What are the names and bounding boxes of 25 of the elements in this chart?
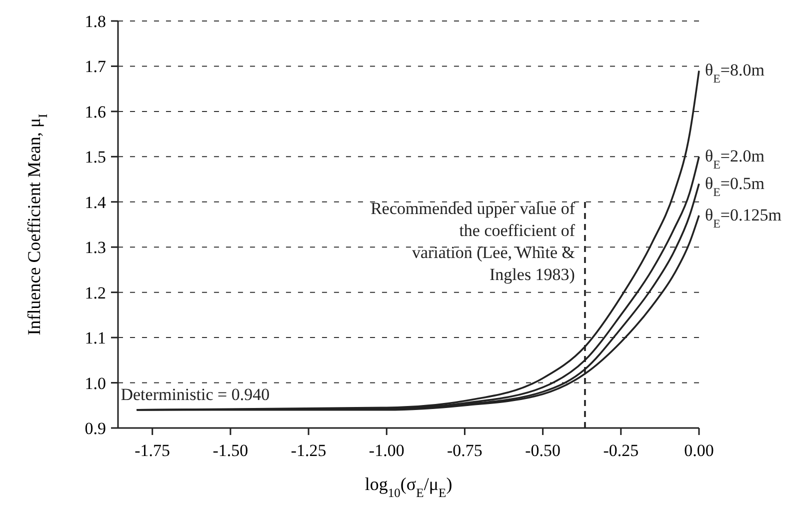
series-label: θ$_{E}$=0.5m <box>705 174 764 199</box>
x-tick-label: -1.25 <box>290 441 326 460</box>
x-tick-label: -1.75 <box>134 441 170 460</box>
y-tick-label: 1.2 <box>84 283 106 302</box>
series-label: θ$_{E}$=2.0m <box>705 146 764 172</box>
x-tick-label: -0.50 <box>525 441 561 460</box>
annotation: Deterministic = 0.940 <box>120 384 270 404</box>
ref-line-label: Recommended upper value of the coefficient of variation (Lee, White & Ingles 1983) <box>370 198 576 284</box>
y-tick-label: 0.9 <box>84 419 106 438</box>
x-tick-label: -1.50 <box>212 441 248 460</box>
y-tick-label: 1.1 <box>84 328 106 348</box>
x-tick-label: -1.00 <box>368 441 404 460</box>
y-tick-label: 1.4 <box>84 192 106 212</box>
y-tick-label: 1.0 <box>84 374 106 393</box>
y-tick-label: 1.8 <box>84 12 106 31</box>
x-tick-label: -0.75 <box>447 441 482 460</box>
y-tick-label: 1.6 <box>84 102 106 122</box>
y-tick-label: 1.5 <box>84 148 106 167</box>
series-label: θ$_{E}$=0.125m <box>705 205 782 230</box>
x-tick-label: 0.00 <box>684 441 714 460</box>
x-axis-title: log$_{10}$(σ$_{E}$/μ$_{E}$) <box>364 474 452 500</box>
series-label: θ$_{E}$=8.0m <box>705 60 764 86</box>
x-tick-label: -0.25 <box>603 441 639 460</box>
y-tick-label: 1.3 <box>84 238 106 258</box>
y-tick-label: 1.7 <box>84 57 106 76</box>
